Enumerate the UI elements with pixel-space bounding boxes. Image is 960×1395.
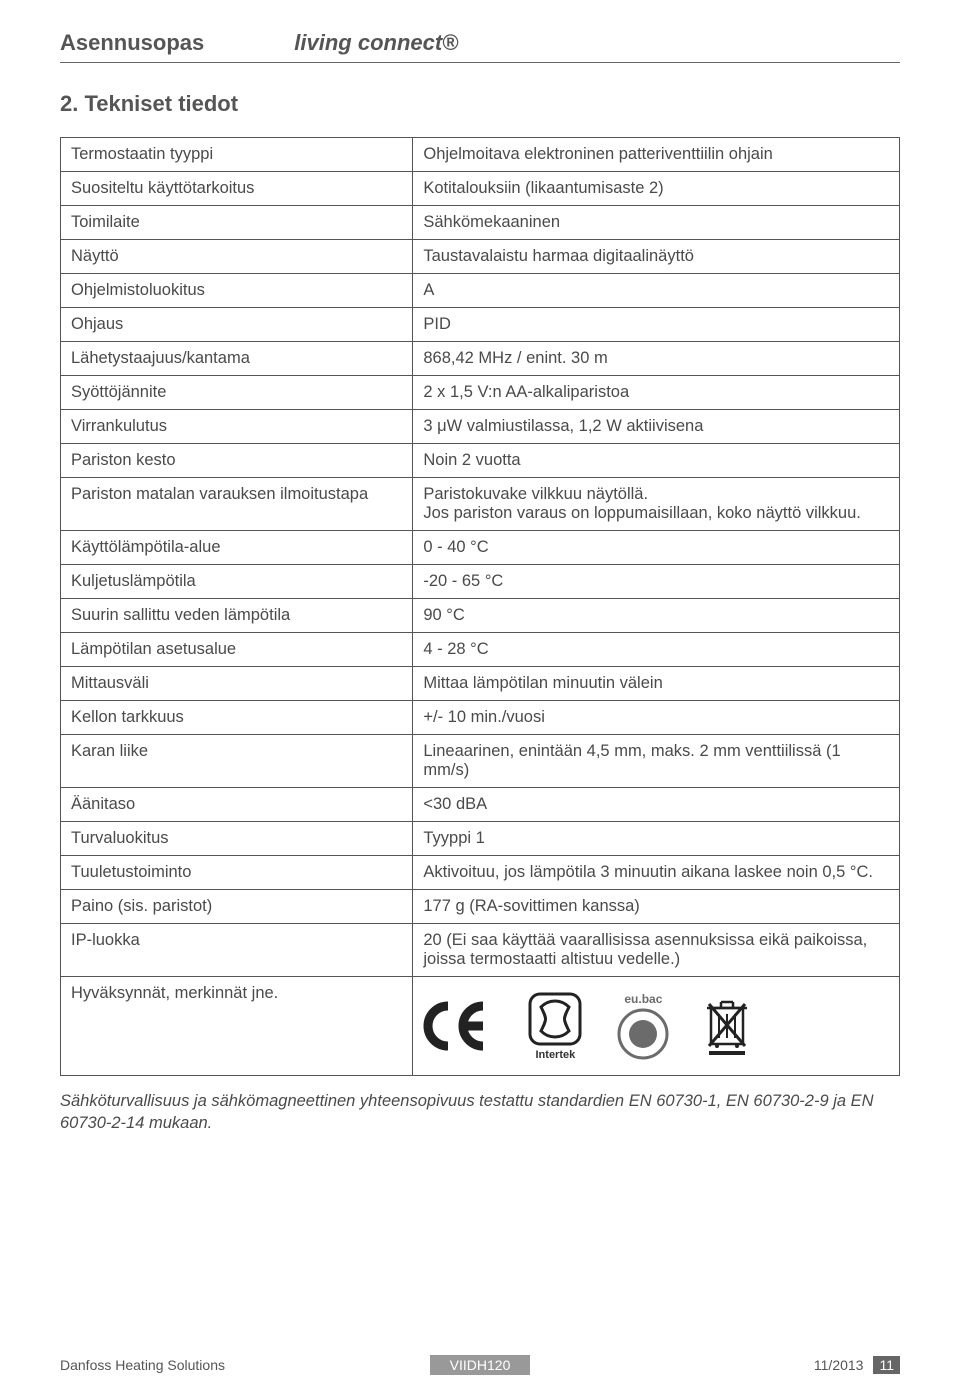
page-footer: Danfoss Heating Solutions VIIDH120 11/20… [60, 1355, 900, 1375]
table-row: Suositeltu käyttötarkoitusKotitalouksiin… [61, 172, 900, 206]
spec-value: Kotitalouksiin (likaantumisaste 2) [413, 172, 900, 206]
table-row: Suurin sallittu veden lämpötila90 °C [61, 599, 900, 633]
table-row: MittausväliMittaa lämpötilan minuutin vä… [61, 667, 900, 701]
spec-label: Käyttölämpötila-alue [61, 531, 413, 565]
spec-value: 90 °C [413, 599, 900, 633]
section-title: 2. Tekniset tiedot [60, 91, 900, 117]
weee-bin-icon [703, 996, 751, 1056]
table-row: Pariston kestoNoin 2 vuotta [61, 444, 900, 478]
spec-label: IP-luokka [61, 924, 413, 977]
spec-value: Paristokuvake vilkkuu näytöllä. Jos pari… [413, 478, 900, 531]
table-row: Termostaatin tyyppiOhjelmoitava elektron… [61, 138, 900, 172]
table-row: TurvaluokitusTyyppi 1 [61, 822, 900, 856]
footer-company: Danfoss Heating Solutions [60, 1357, 430, 1373]
spec-value: Noin 2 vuotta [413, 444, 900, 478]
spec-label: Termostaatin tyyppi [61, 138, 413, 172]
spec-label: Ohjelmistoluokitus [61, 274, 413, 308]
table-row: Lähetystaajuus/kantama868,42 MHz / enint… [61, 342, 900, 376]
spec-label: Kellon tarkkuus [61, 701, 413, 735]
table-row: Pariston matalan varauksen ilmoitustapaP… [61, 478, 900, 531]
table-row: Syöttöjännite2 x 1,5 V:n AA-alkaliparist… [61, 376, 900, 410]
spec-label: Suositeltu käyttötarkoitus [61, 172, 413, 206]
spec-label: Syöttöjännite [61, 376, 413, 410]
spec-label: Suurin sallittu veden lämpötila [61, 599, 413, 633]
spec-value: Tyyppi 1 [413, 822, 900, 856]
footer-doc-code: VIIDH120 [430, 1355, 531, 1375]
spec-label: Näyttö [61, 240, 413, 274]
header-right-title: living connect® [294, 30, 458, 56]
table-row: Kellon tarkkuus+/- 10 min./vuosi [61, 701, 900, 735]
standards-footnote: Sähköturvallisuus ja sähkömagneettinen y… [60, 1090, 900, 1135]
spec-value: Sähkömekaaninen [413, 206, 900, 240]
spec-label: Ohjaus [61, 308, 413, 342]
footer-date: 11/2013 [814, 1357, 864, 1373]
spec-label: Pariston matalan varauksen ilmoitustapa [61, 478, 413, 531]
spec-label: Äänitaso [61, 788, 413, 822]
approvals-label: Hyväksynnät, merkinnät jne. [61, 977, 413, 1076]
spec-value: PID [413, 308, 900, 342]
intertek-label: Intertek [536, 1049, 576, 1061]
spec-label: Virrankulutus [61, 410, 413, 444]
table-row: Käyttölämpötila-alue0 - 40 °C [61, 531, 900, 565]
spec-label: Kuljetuslämpötila [61, 565, 413, 599]
spec-label: Lämpötilan asetusalue [61, 633, 413, 667]
ce-mark-icon [423, 1001, 493, 1051]
table-row: Paino (sis. paristot)177 g (RA-sovittime… [61, 890, 900, 924]
spec-label: Tuuletustoiminto [61, 856, 413, 890]
table-row: TuuletustoimintoAktivoituu, jos lämpötil… [61, 856, 900, 890]
spec-label: Mittausväli [61, 667, 413, 701]
approvals-icons-cell: Intertek eu.bac [413, 977, 900, 1076]
spec-value: 0 - 40 °C [413, 531, 900, 565]
table-row: Virrankulutus3 μW valmiustilassa, 1,2 W … [61, 410, 900, 444]
table-row: Kuljetuslämpötila-20 - 65 °C [61, 565, 900, 599]
spec-label: Lähetystaajuus/kantama [61, 342, 413, 376]
approvals-row: Hyväksynnät, merkinnät jne. Intertek eu.… [61, 977, 900, 1076]
spec-value: -20 - 65 °C [413, 565, 900, 599]
spec-value: <30 dBA [413, 788, 900, 822]
spec-value: 2 x 1,5 V:n AA-alkaliparistoa [413, 376, 900, 410]
spec-value: Ohjelmoitava elektroninen patteriventtii… [413, 138, 900, 172]
spec-value: 3 μW valmiustilassa, 1,2 W aktiivisena [413, 410, 900, 444]
spec-value: Lineaarinen, enintään 4,5 mm, maks. 2 mm… [413, 735, 900, 788]
footer-page-number: 11 [873, 1356, 900, 1374]
table-row: ToimilaiteSähkömekaaninen [61, 206, 900, 240]
spec-value: 4 - 28 °C [413, 633, 900, 667]
spec-value: Aktivoituu, jos lämpötila 3 minuutin aik… [413, 856, 900, 890]
table-row: Lämpötilan asetusalue4 - 28 °C [61, 633, 900, 667]
eubac-label: eu.bac [624, 992, 662, 1006]
table-row: OhjausPID [61, 308, 900, 342]
spec-value: 177 g (RA-sovittimen kanssa) [413, 890, 900, 924]
table-row: NäyttöTaustavalaistu harmaa digitaalinäy… [61, 240, 900, 274]
spec-value: 868,42 MHz / enint. 30 m [413, 342, 900, 376]
table-row: IP-luokka20 (Ei saa käyttää vaarallisiss… [61, 924, 900, 977]
spec-value: 20 (Ei saa käyttää vaarallisissa asennuk… [413, 924, 900, 977]
footer-right-group: 11/2013 11 [530, 1356, 900, 1374]
spec-value: Mittaa lämpötilan minuutin välein [413, 667, 900, 701]
spec-table: Termostaatin tyyppiOhjelmoitava elektron… [60, 137, 900, 1076]
spec-label: Toimilaite [61, 206, 413, 240]
spec-label: Paino (sis. paristot) [61, 890, 413, 924]
spec-value: +/- 10 min./vuosi [413, 701, 900, 735]
spec-value: Taustavalaistu harmaa digitaalinäyttö [413, 240, 900, 274]
header-left-title: Asennusopas [60, 30, 204, 56]
spec-label: Turvaluokitus [61, 822, 413, 856]
page-header: Asennusopas living connect® [60, 30, 900, 63]
spec-label: Pariston kesto [61, 444, 413, 478]
table-row: Karan liikeLineaarinen, enintään 4,5 mm,… [61, 735, 900, 788]
intertek-mark-icon: Intertek [527, 991, 583, 1061]
table-row: OhjelmistoluokitusA [61, 274, 900, 308]
spec-label: Karan liike [61, 735, 413, 788]
table-row: Äänitaso<30 dBA [61, 788, 900, 822]
eubac-mark-icon: eu.bac [617, 992, 669, 1060]
spec-value: A [413, 274, 900, 308]
